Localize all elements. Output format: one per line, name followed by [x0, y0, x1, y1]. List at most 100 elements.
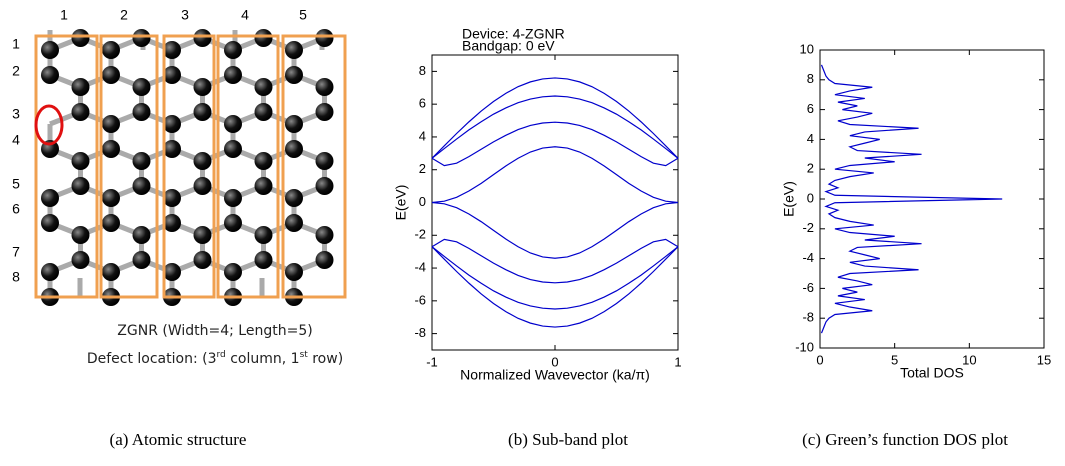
y-tick-label: 4: [419, 128, 426, 143]
atom: [163, 189, 181, 207]
atom: [41, 214, 59, 232]
data-line: [820, 64, 1003, 334]
atom: [315, 177, 334, 195]
atom: [102, 140, 120, 158]
atom: [71, 251, 90, 269]
atom: [224, 263, 242, 281]
row-label: 5: [12, 176, 20, 192]
column-label: 5: [299, 7, 307, 23]
atom: [254, 29, 273, 47]
atom: [254, 78, 273, 96]
data-line: [431, 146, 679, 204]
column-label: 3: [181, 7, 189, 23]
y-tick-label: -2: [802, 220, 814, 235]
y-tick-label: -4: [414, 259, 426, 274]
atom: [285, 115, 303, 133]
atom: [193, 177, 212, 195]
atom: [71, 103, 90, 121]
atom: [71, 177, 90, 195]
atom: [285, 189, 303, 207]
atom: [41, 41, 59, 59]
atom: [315, 226, 334, 244]
y-tick-label: -8: [414, 325, 426, 340]
atom: [193, 103, 212, 121]
atom: [315, 251, 334, 269]
row-label: 4: [12, 132, 20, 148]
atom: [315, 152, 334, 170]
y-tick-label: 6: [807, 101, 814, 116]
atom: [163, 41, 181, 59]
defect-marker: [34, 104, 64, 146]
column-box: [162, 34, 216, 299]
row-label: 8: [12, 269, 20, 285]
atom: [315, 29, 334, 47]
defect-text: column, 1: [226, 351, 300, 367]
atom: [224, 214, 242, 232]
atom: [102, 115, 120, 133]
atom: [163, 66, 181, 84]
atomic-structure: [34, 29, 347, 306]
x-axis-label: Total DOS: [900, 365, 964, 381]
y-tick-label: -4: [802, 250, 814, 265]
atom: [163, 263, 181, 281]
column-box: [216, 34, 280, 299]
atom: [71, 78, 90, 96]
y-tick-label: -10: [795, 339, 814, 354]
atom: [102, 66, 120, 84]
atom: [315, 78, 334, 96]
atom: [193, 226, 212, 244]
y-tick-label: 10: [800, 41, 814, 56]
atom: [315, 103, 334, 121]
y-tick-label: -2: [414, 227, 426, 242]
data-line: [431, 95, 679, 159]
atom: [163, 140, 181, 158]
atom: [132, 78, 151, 96]
atom: [71, 152, 90, 170]
x-tick-label: 0: [816, 352, 823, 367]
atom: [132, 152, 151, 170]
data-line: [431, 246, 679, 310]
atom: [224, 189, 242, 207]
caption: (b) Sub-band plot: [508, 430, 628, 449]
atom: [193, 78, 212, 96]
y-tick-label: 8: [807, 71, 814, 86]
column-label: 1: [60, 7, 68, 23]
defect-sup: st: [300, 350, 309, 360]
atom: [285, 66, 303, 84]
data-line: [431, 77, 679, 159]
atom: [41, 66, 59, 84]
atom: [193, 152, 212, 170]
atom: [132, 251, 151, 269]
atom: [254, 152, 273, 170]
chart-subtitle: Bandgap: 0 eV: [462, 38, 555, 54]
atom: [254, 226, 273, 244]
data-line: [431, 121, 679, 167]
atom: [102, 41, 120, 59]
caption: (c) Green’s function DOS plot: [802, 430, 1008, 449]
atom: [163, 115, 181, 133]
x-tick-label: 1: [674, 354, 681, 369]
atom: [254, 103, 273, 121]
atom: [163, 214, 181, 232]
plot-frame: [819, 49, 1045, 349]
chart-title: Device: 4-ZGNR: [462, 26, 565, 42]
atom: [102, 189, 120, 207]
x-tick-label: 15: [1037, 352, 1051, 367]
atom: [193, 29, 212, 47]
atom: [41, 263, 59, 281]
column-box: [99, 34, 159, 299]
row-label: 1: [12, 36, 20, 52]
y-tick-label: 6: [419, 96, 426, 111]
y-tick-label: 2: [419, 161, 426, 176]
atom: [41, 189, 59, 207]
atom: [132, 226, 151, 244]
atom: [224, 115, 242, 133]
atom: [285, 140, 303, 158]
y-tick-label: 0: [807, 190, 814, 205]
y-axis-label: E(eV): [393, 185, 409, 221]
atom: [224, 41, 242, 59]
x-axis-label: Normalized Wavevector (ka/π): [460, 367, 650, 383]
plot-frame: [431, 54, 679, 351]
row-label: 7: [12, 244, 20, 260]
atom: [285, 41, 303, 59]
